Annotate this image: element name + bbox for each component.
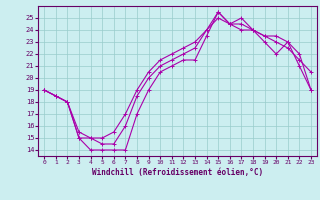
X-axis label: Windchill (Refroidissement éolien,°C): Windchill (Refroidissement éolien,°C) bbox=[92, 168, 263, 177]
